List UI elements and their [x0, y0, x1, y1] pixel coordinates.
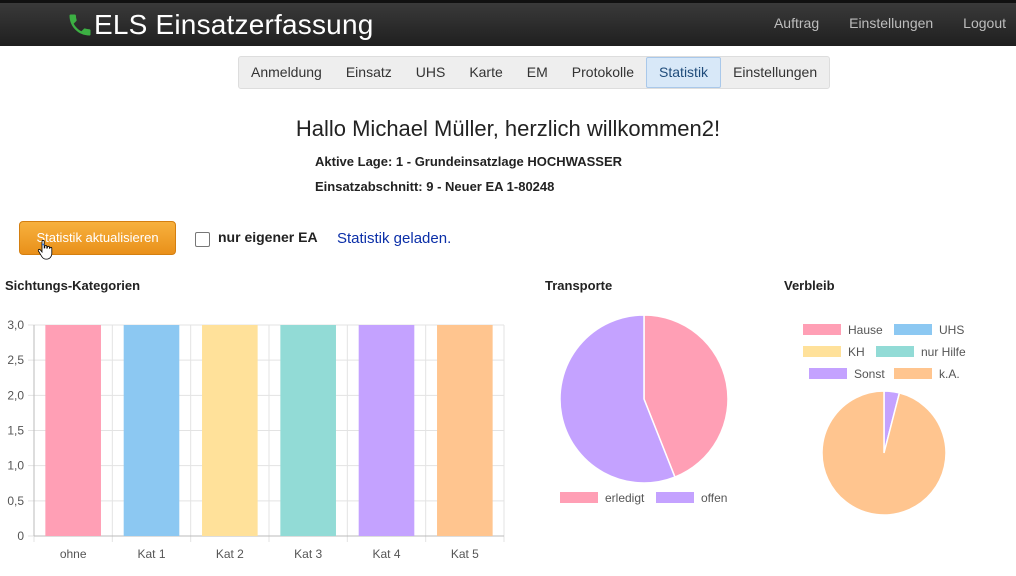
y-tick-label: 0,5 — [7, 494, 24, 508]
legend-label[interactable]: nur Hilfe — [921, 345, 966, 359]
y-tick-label: 3,0 — [7, 318, 24, 332]
legend-swatch — [803, 346, 841, 357]
tab-uhs[interactable]: UHS — [415, 64, 446, 80]
verbleib-pie-chart: Hause UHS KH nur Hilfe Sonst k.A. — [803, 323, 966, 516]
x-tick-label: Kat 5 — [451, 547, 479, 561]
nav-einstellungen[interactable]: Einstellungen — [849, 15, 934, 31]
bar-kat-2[interactable] — [202, 325, 258, 536]
y-tick-label: 0 — [17, 529, 24, 543]
tab-anmeldung[interactable]: Anmeldung — [251, 64, 322, 80]
transport-slice-erledigt[interactable] — [643, 314, 729, 479]
x-tick-label: ohne — [60, 547, 87, 561]
legend-swatch — [894, 368, 932, 379]
tab-statistik[interactable]: Statistik — [646, 57, 722, 88]
brand[interactable]: ELS Einsatzerfassung — [66, 9, 374, 41]
phone-icon — [69, 14, 91, 36]
top-navbar: ELS Einsatzerfassung Auftrag Einstellung… — [0, 0, 1016, 46]
status-message: Statistik geladen. — [337, 230, 452, 247]
bar-kat-4[interactable] — [358, 325, 415, 536]
active-lage: Aktive Lage: 1 - Grundeinsatzlage HOCHWA… — [315, 154, 623, 169]
chart-title-transporte: Transporte — [545, 278, 613, 293]
legend-swatch — [803, 324, 841, 335]
x-tick-label: Kat 4 — [372, 547, 400, 561]
chart-title-verbleib: Verbleib — [784, 278, 835, 293]
bar-kat-3[interactable] — [280, 325, 336, 536]
verbleib-slice-k-a-[interactable] — [821, 390, 947, 516]
greeting-heading: Hallo Michael Müller, herzlich willkomme… — [295, 116, 721, 141]
tab-protokolle[interactable]: Protokolle — [571, 64, 635, 80]
bar-ohne[interactable] — [45, 325, 101, 536]
legend-label[interactable]: Hause — [848, 323, 883, 337]
top-nav: Auftrag Einstellungen Logout — [744, 15, 1006, 31]
tab-em[interactable]: EM — [526, 64, 548, 80]
legend-swatch — [894, 324, 932, 335]
legend-label[interactable]: UHS — [939, 323, 964, 337]
x-tick-label: Kat 3 — [294, 547, 322, 561]
legend-swatch — [560, 492, 598, 503]
bar-kat-5[interactable] — [437, 325, 493, 536]
einsatzabschnitt: Einsatzabschnitt: 9 - Neuer EA 1-80248 — [315, 179, 555, 194]
own-ea-label: nur eigener EA — [218, 229, 318, 245]
main-tabs: Anmeldung Einsatz UHS Karte EM Protokoll… — [238, 56, 831, 89]
own-ea-checkbox[interactable] — [195, 232, 210, 247]
y-tick-label: 1,0 — [7, 459, 24, 473]
y-tick-label: 2,5 — [7, 353, 24, 367]
legend-label[interactable]: Sonst — [854, 367, 885, 381]
x-tick-label: Kat 1 — [137, 547, 165, 561]
legend-label[interactable]: offen — [701, 491, 727, 505]
legend-swatch — [809, 368, 847, 379]
nav-auftrag[interactable]: Auftrag — [773, 15, 820, 31]
legend-label[interactable]: erledigt — [605, 491, 645, 505]
legend-swatch — [876, 346, 914, 357]
transport-pie-chart: erledigt offen — [559, 314, 729, 505]
tab-karte[interactable]: Karte — [469, 64, 503, 80]
transport-slice-offen[interactable] — [559, 314, 676, 484]
y-tick-label: 2,0 — [7, 388, 24, 402]
x-tick-label: Kat 2 — [216, 547, 244, 561]
y-tick-label: 1,5 — [7, 424, 24, 438]
nav-logout[interactable]: Logout — [963, 15, 1006, 31]
bar-kat-1[interactable] — [123, 325, 180, 536]
app-title: ELS Einsatzerfassung — [94, 9, 374, 40]
legend-label[interactable]: KH — [848, 345, 865, 359]
tab-einsatz[interactable]: Einsatz — [345, 64, 392, 80]
tab-einstellungen[interactable]: Einstellungen — [733, 64, 818, 80]
legend-label[interactable]: k.A. — [939, 367, 960, 381]
sichtung-bar-chart: 0 0,5 1,0 1,5 2,0 2,5 3,0 ohne Kat 1 Kat 2 Kat 3 Ka… — [7, 318, 505, 561]
hand-cursor-icon — [37, 240, 53, 260]
legend-swatch — [656, 492, 694, 503]
chart-title-sichtung: Sichtungs-Kategorien — [5, 278, 141, 293]
